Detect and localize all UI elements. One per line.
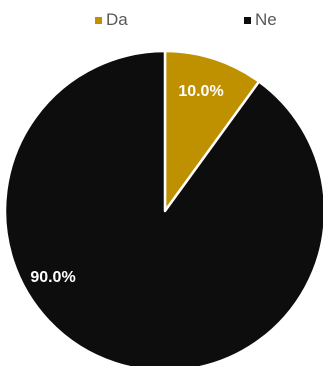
pie-labels: 10.0% 90.0% [30, 83, 223, 286]
pie-slices [3, 49, 323, 366]
legend-swatch-ne [244, 16, 251, 24]
legend-swatch-da [95, 16, 102, 24]
legend-item-ne: Ne [244, 8, 277, 32]
legend-label-ne: Ne [255, 10, 277, 29]
pie-label-da: 10.0% [178, 83, 223, 100]
pie-slice-da [163, 49, 261, 213]
legend-item-da: Da [95, 8, 128, 32]
pie-slice-ne [3, 49, 323, 366]
legend-label-da: Da [106, 10, 128, 29]
chart-legend: Da Ne [0, 8, 323, 32]
pie-label-ne: 90.0% [30, 269, 75, 286]
